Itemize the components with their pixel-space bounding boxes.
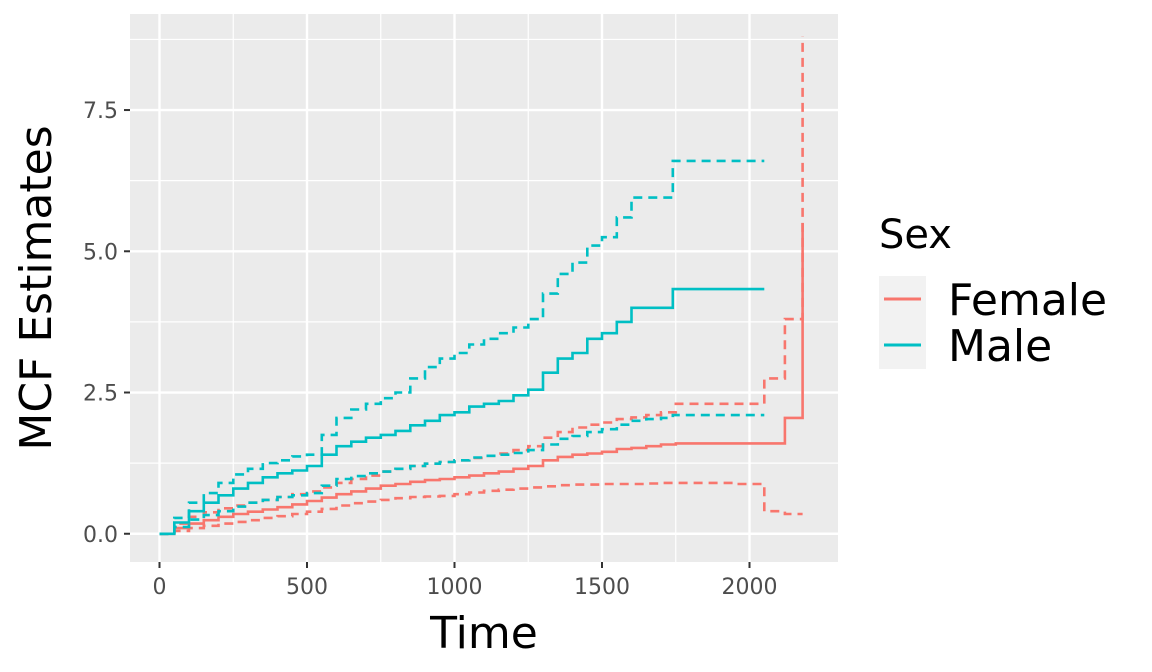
legend-label-female: Female — [948, 275, 1107, 326]
legend-entry-male: Male — [879, 321, 1052, 372]
x-axis-title: Time — [429, 608, 538, 659]
x-tick-label: 2000 — [722, 575, 778, 600]
y-tick-label: 0.0 — [83, 523, 118, 548]
y-axis: 0.0 2.5 5.0 7.5 — [83, 99, 130, 548]
x-axis: 0 500 1000 1500 2000 — [153, 562, 778, 600]
grid-minor — [130, 14, 838, 562]
x-tick-label: 1000 — [427, 575, 483, 600]
series-line-female-estimate — [159, 223, 804, 536]
y-tick-label: 7.5 — [83, 99, 118, 124]
legend: Sex Female Male — [879, 212, 1107, 372]
legend-title: Sex — [879, 212, 952, 258]
series-line-female-lower — [159, 481, 803, 536]
series-layer — [159, 36, 804, 536]
series-line-male-upper — [159, 159, 765, 536]
x-tick-label: 500 — [286, 575, 328, 600]
legend-entry-female: Female — [879, 275, 1107, 326]
series-line-male-estimate — [159, 287, 765, 536]
legend-label-male: Male — [948, 321, 1052, 372]
y-axis-title: MCF Estimates — [11, 125, 62, 450]
x-tick-label: 0 — [153, 575, 167, 600]
series-line-male-lower — [159, 413, 765, 536]
y-tick-label: 5.0 — [83, 240, 118, 265]
y-tick-label: 2.5 — [83, 382, 118, 407]
x-tick-label: 1500 — [574, 575, 630, 600]
